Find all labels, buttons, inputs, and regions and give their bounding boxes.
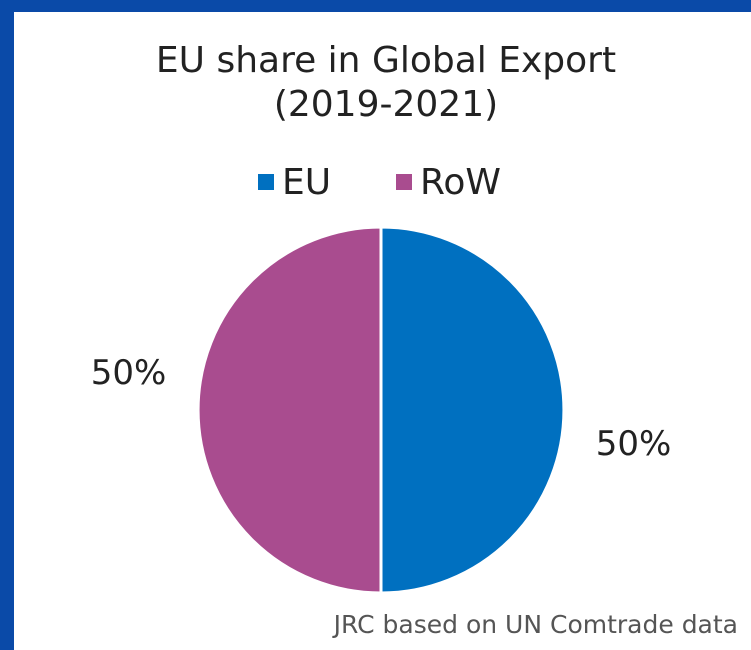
pie-slice xyxy=(379,225,566,595)
data-label: 50% xyxy=(596,424,672,464)
legend-label: RoW xyxy=(420,162,501,203)
chart-subtitle: (2019-2021) xyxy=(274,84,498,125)
legend-swatch xyxy=(258,174,274,190)
data-label: 50% xyxy=(91,353,167,393)
chart-title: EU share in Global Export xyxy=(156,40,616,81)
legend-label: EU xyxy=(282,162,331,203)
source-note: JRC based on UN Comtrade data xyxy=(332,610,738,639)
legend-swatch xyxy=(396,174,412,190)
pie-slice xyxy=(196,225,383,595)
